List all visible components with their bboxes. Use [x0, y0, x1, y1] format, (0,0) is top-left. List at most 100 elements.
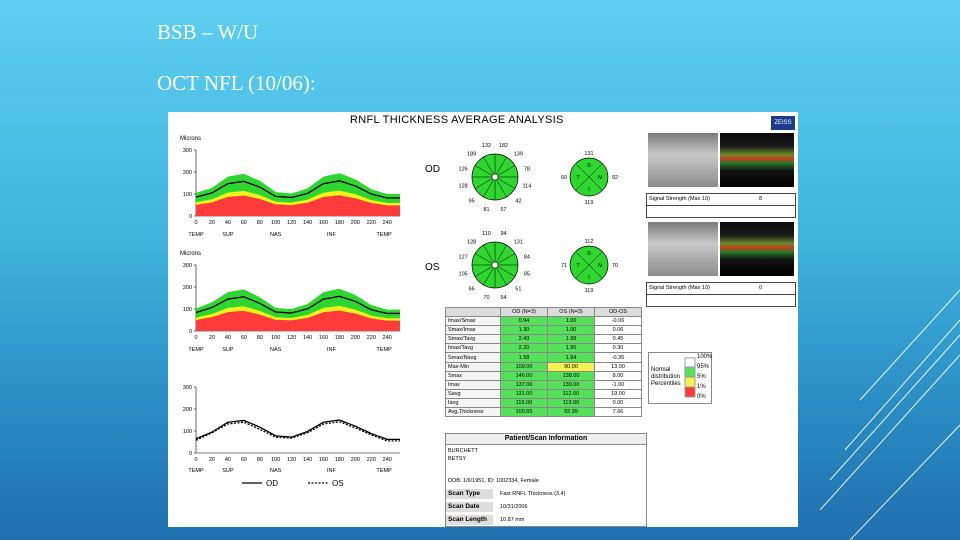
- legend-od: OD: [266, 479, 278, 488]
- os-clock-divider: [494, 253, 516, 266]
- legend-level: 0%: [697, 394, 706, 400]
- zeiss-logo: ZEISS: [771, 116, 795, 130]
- cmp-xtick-label: 200: [351, 457, 360, 463]
- os-clock-value: 127: [459, 254, 468, 260]
- od-clock-divider: [483, 156, 496, 178]
- cmp-xtick-label: 140: [303, 457, 312, 463]
- od-xtick-label: 20: [209, 220, 215, 226]
- os-quadrant-letter: N: [598, 263, 602, 269]
- decorative-lines: [820, 289, 960, 540]
- stats-cell: 112.00: [547, 388, 595, 399]
- stats-row-label: Imax: [445, 379, 501, 390]
- os-clock-divider: [494, 264, 507, 286]
- od-clock-divider: [494, 156, 507, 178]
- stats-row: Imax 137.00 130.00 -1.00: [445, 379, 642, 390]
- stats-cell: 0.06: [594, 325, 642, 336]
- percentile-legend-graphic: [684, 357, 696, 398]
- od-signal-label: Signal Strength (Max 10): [649, 196, 710, 202]
- os-regions: TEMP SUP NAS INF TEMP: [188, 347, 392, 353]
- cmp-ytick-label: 0: [189, 451, 192, 457]
- scan-type-value: Fast RNFL Thickness (3.4): [500, 491, 566, 497]
- stats-cell: 113.00: [547, 397, 595, 409]
- od-clock-value: 126: [459, 166, 468, 172]
- stats-cell: -1.00: [594, 379, 642, 390]
- od-xtick-label: 160: [319, 220, 328, 226]
- od-xtick-label: 80: [257, 220, 263, 226]
- od-fundus-image: [648, 133, 718, 187]
- od-clock-divider: [474, 165, 496, 178]
- os-quadrant-divider: [575, 251, 603, 279]
- stats-cell: 1.00: [547, 316, 595, 327]
- stats-row: Imax/Smax 0.94 1.00 -0.06: [445, 316, 642, 327]
- od-quadrant-value: 119: [585, 200, 594, 206]
- od-clock-value: 114: [522, 184, 531, 190]
- stats-cell: 1.98: [547, 334, 595, 345]
- od-quadrant-chart: S T N I 131 60 92 119: [561, 151, 618, 206]
- od-quadrant-value: 131: [584, 151, 593, 157]
- stats-row: Savg 131.00 112.00 19.00: [445, 388, 642, 399]
- os-quadrant-letter: I: [588, 275, 590, 281]
- od-clock-value: 128: [459, 184, 468, 190]
- od-region-label: NAS: [270, 232, 282, 238]
- os-signal-value: 0: [759, 285, 763, 291]
- os-xtick-label: 20: [209, 335, 215, 341]
- od-ytick-label: 100: [183, 192, 192, 198]
- stats-row-label: Smax/Imax: [445, 325, 501, 336]
- cmp-xtick-label: 220: [367, 457, 376, 463]
- os-oct-image: [720, 222, 794, 276]
- cmp-xtick-label: 240: [383, 457, 392, 463]
- od-region-label: INF: [327, 232, 337, 238]
- stats-row-label: Smax: [445, 370, 501, 381]
- od-quadrant-letter: T: [576, 175, 580, 181]
- os-clock-value: 70: [483, 295, 489, 301]
- cmp-regions: TEMP SUP NAS INF TEMP: [188, 468, 392, 474]
- od-clock-divider: [483, 176, 496, 198]
- od-xtick-label: 60: [241, 220, 247, 226]
- stats-cell: 19.00: [594, 388, 642, 399]
- cmp-xtick-label: 160: [319, 457, 328, 463]
- od-clock-value: 57: [500, 207, 506, 213]
- stats-cell: 0.00: [594, 397, 642, 409]
- os-quadrant-letter: S: [587, 251, 591, 257]
- od-yticks: 300 200 100 0: [183, 148, 197, 220]
- stats-cell: 146.00: [500, 370, 548, 381]
- os-quadrant-value: 112: [585, 239, 594, 245]
- od-xtick-label: 140: [303, 220, 312, 226]
- od-xtick-label: 240: [383, 220, 392, 226]
- stats-row-label: Iavg: [445, 397, 501, 409]
- scan-type-label: Scan Type: [446, 489, 493, 499]
- os-quadrant-value: 71: [561, 263, 567, 269]
- slide-title-line2: OCT NFL (10/06):: [157, 71, 316, 95]
- od-quadrant-value: 60: [561, 175, 567, 181]
- compare-chart: 300 200 100 0 0 20 40 60 80 100 120 140 160 180 200 22…: [183, 385, 400, 488]
- od-clock-value: 78: [524, 166, 530, 172]
- os-clock-divider: [494, 244, 507, 266]
- os-clock-value: 85: [524, 272, 530, 278]
- od-clock-center: [491, 173, 499, 181]
- od-clock-value: 139: [514, 152, 523, 158]
- os-clock-value: 66: [469, 286, 475, 292]
- stats-cell: 1.90: [547, 343, 595, 354]
- legend-level: 1%: [697, 384, 706, 390]
- od-region-label: SUP: [222, 232, 234, 238]
- od-clock-value: 81: [483, 207, 489, 213]
- od-xtick-label: 220: [367, 220, 376, 226]
- cmp-os-line: [195, 421, 400, 442]
- os-clock-value: 84: [524, 254, 530, 260]
- patient-info-panel: Patient/Scan Information BURCHETT BETSY …: [445, 433, 647, 527]
- patient-surname: BURCHETT: [448, 448, 478, 454]
- scan-length-value: 10.87 mm: [500, 517, 525, 523]
- os-clock-value: 110: [482, 231, 491, 237]
- os-clock-divider: [474, 253, 496, 266]
- stats-cell: 1.94: [547, 352, 595, 363]
- od-quadrant-letter: S: [587, 163, 591, 169]
- cmp-xtick-label: 100: [271, 457, 280, 463]
- os-clock-center: [491, 261, 499, 269]
- patient-firstname: BETSY: [448, 456, 467, 462]
- stats-header-cell: OS (N=3): [547, 306, 595, 318]
- stats-cell: 90.00: [547, 361, 595, 372]
- cmp-xtick-label: 0: [194, 457, 197, 463]
- os-fundus-image: [648, 222, 718, 276]
- os-region-label: TEMP: [188, 347, 204, 353]
- os-xtick-label: 180: [335, 335, 344, 341]
